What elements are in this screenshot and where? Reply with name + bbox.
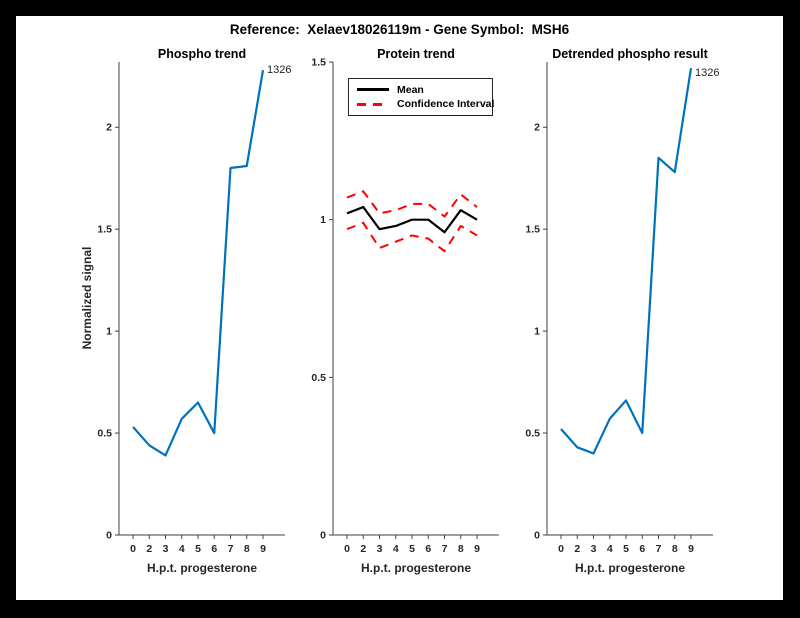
subplot-2-y-tick-label: 0 xyxy=(320,530,326,542)
subplot-1-x-tick-label: 5 xyxy=(195,543,201,555)
subplot-2-x-tick-label: 9 xyxy=(474,543,480,555)
subplot-1-x-tick-label: 6 xyxy=(211,543,217,555)
subplot-1-y-tick-label: 1 xyxy=(106,326,112,338)
subplot-1-y-tick-label: 0 xyxy=(106,530,112,542)
subplot-3-title: Detrended phospho result xyxy=(552,47,708,61)
subplot-1-x-tick-label: 8 xyxy=(244,543,250,555)
subplot-3-x-tick-label: 5 xyxy=(623,543,629,555)
subplot-2-x-tick-label: 5 xyxy=(409,543,415,555)
subplot-3-y-tick-label: 1 xyxy=(534,326,540,338)
subplot-2-x-tick-label: 6 xyxy=(425,543,431,555)
subplot-3-x-tick-label: 4 xyxy=(607,543,613,555)
subplot-1-x-tick-label: 2 xyxy=(146,543,152,555)
legend-entry-confidence-interval: Confidence Interval xyxy=(349,98,495,111)
subplot-2-axes xyxy=(332,62,499,536)
subplot-3-detrended-phospho-signal-line xyxy=(560,67,693,455)
subplot-2-x-tick-label: 3 xyxy=(377,543,383,555)
subplot-3-x-tick-label: 6 xyxy=(639,543,645,555)
confidence-interval-swatch-icon xyxy=(357,103,389,106)
subplots-canvas: 00.511.520 2 3 4 5 6 7 8 900.511.50 2 3 4 5 6 7 8 900.51… xyxy=(97,57,713,555)
subplot-2-x-tick-label: 8 xyxy=(458,543,464,555)
subplot-3-x-axis-label: H.p.t. progesterone xyxy=(574,561,685,575)
subplot-1-x-tick-label: 3 xyxy=(163,543,169,555)
subplot-2-ci-upper-line xyxy=(346,190,478,218)
subplot-1-axes xyxy=(118,62,285,536)
subplot-1-phospho-signal-line xyxy=(132,69,265,457)
subplot-1-x-tick-label: 7 xyxy=(228,543,234,555)
legend-box: Mean Confidence Interval xyxy=(348,78,495,116)
figure-title: Reference: Xelaev18026119m - Gene Symbol… xyxy=(229,22,570,37)
subplot-2-ci-lower-line xyxy=(346,221,478,253)
subplot-1-x-tick-label: 9 xyxy=(260,543,266,555)
subplot-1-y-tick-label: 0.5 xyxy=(97,428,112,440)
subplot-1-title: Phospho trend xyxy=(157,47,247,61)
subplot-2-x-tick-label: 0 xyxy=(344,543,350,555)
subplot-1-y-tick-label: 1.5 xyxy=(97,224,112,236)
subplot-2-y-tick-label: 1 xyxy=(320,214,326,226)
subplot-3-x-tick-label: 7 xyxy=(656,543,662,555)
subplot-1-x-axis-label: H.p.t. progesterone xyxy=(146,561,257,575)
subplot-2-mean-line xyxy=(346,205,478,234)
subplot-1-x-tick-label: 0 xyxy=(130,543,136,555)
subplot-3-x-tick-label: 8 xyxy=(672,543,678,555)
subplot-1-x-tick-label: 4 xyxy=(179,543,185,555)
subplot-2-x-tick-label: 2 xyxy=(360,543,366,555)
subplot-3-axes xyxy=(546,62,713,536)
subplot-3-peak-annotation: 1326 xyxy=(695,67,720,79)
subplot-2-y-tick-label: 0.5 xyxy=(311,372,326,384)
subplot-3-y-tick-label: 0 xyxy=(534,530,540,542)
subplot-3-y-tick-label: 2 xyxy=(534,122,540,134)
mean-line-swatch-icon xyxy=(357,88,389,91)
subplot-2-x-axis-label: H.p.t. progesterone xyxy=(360,561,471,575)
legend-label-mean: Mean xyxy=(397,83,424,96)
subplot-1-peak-annotation: 1326 xyxy=(267,64,292,76)
subplot-3-x-tick-label: 0 xyxy=(558,543,564,555)
subplot-3-x-tick-label: 3 xyxy=(591,543,597,555)
subplot-2-x-tick-label: 4 xyxy=(393,543,399,555)
subplot-3-x-tick-label: 9 xyxy=(688,543,694,555)
subplot-2-x-tick-label: 7 xyxy=(442,543,448,555)
subplot-3-y-tick-label: 1.5 xyxy=(525,224,540,236)
figure-canvas: Reference: Xelaev18026119m - Gene Symbol… xyxy=(16,16,783,600)
subplot-3-x-tick-label: 2 xyxy=(574,543,580,555)
subplot-1-y-tick-label: 2 xyxy=(106,122,112,134)
legend-label-confidence-interval: Confidence Interval xyxy=(397,98,495,111)
subplot-3-y-tick-label: 0.5 xyxy=(525,428,540,440)
subplot-2-title: Protein trend xyxy=(377,47,455,61)
subplot-2-y-tick-label: 1.5 xyxy=(311,57,326,69)
legend-entry-mean: Mean xyxy=(349,84,492,96)
